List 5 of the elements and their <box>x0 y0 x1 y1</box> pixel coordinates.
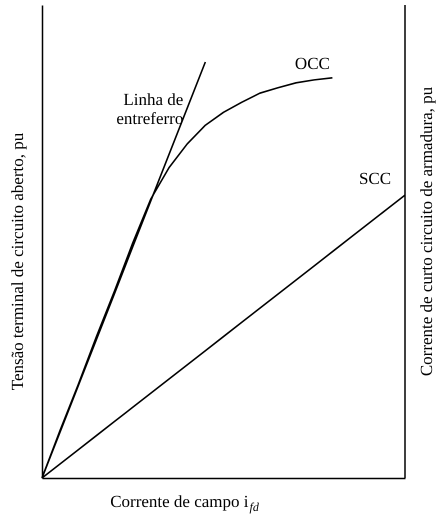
series-label: Linha de entreferro <box>116 90 184 128</box>
series-label: OCC <box>294 54 330 73</box>
series-label: SCC <box>358 169 392 188</box>
y2-axis-title: Corrente de curto circuito de armadura, pu <box>417 86 436 376</box>
y-axis-title: Tensão terminal de circuito aberto, pu <box>8 132 27 390</box>
